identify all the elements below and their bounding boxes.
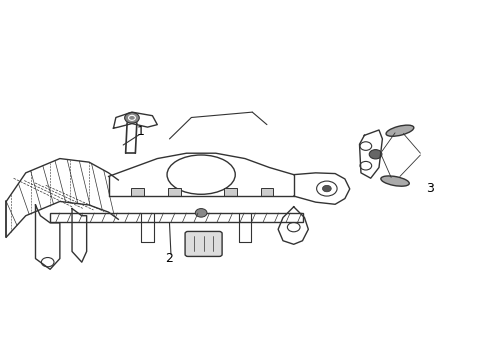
Ellipse shape [386, 125, 414, 136]
Bar [224, 188, 237, 196]
Text: 1: 1 [136, 125, 144, 138]
FancyBboxPatch shape [185, 231, 222, 256]
Circle shape [196, 208, 207, 217]
Circle shape [322, 185, 331, 192]
Ellipse shape [381, 176, 409, 186]
Bar [261, 188, 273, 196]
Text: 2: 2 [166, 252, 173, 265]
Bar [168, 188, 181, 196]
Circle shape [369, 150, 382, 159]
Circle shape [124, 112, 139, 123]
Bar [131, 188, 144, 196]
Text: 3: 3 [426, 183, 434, 195]
